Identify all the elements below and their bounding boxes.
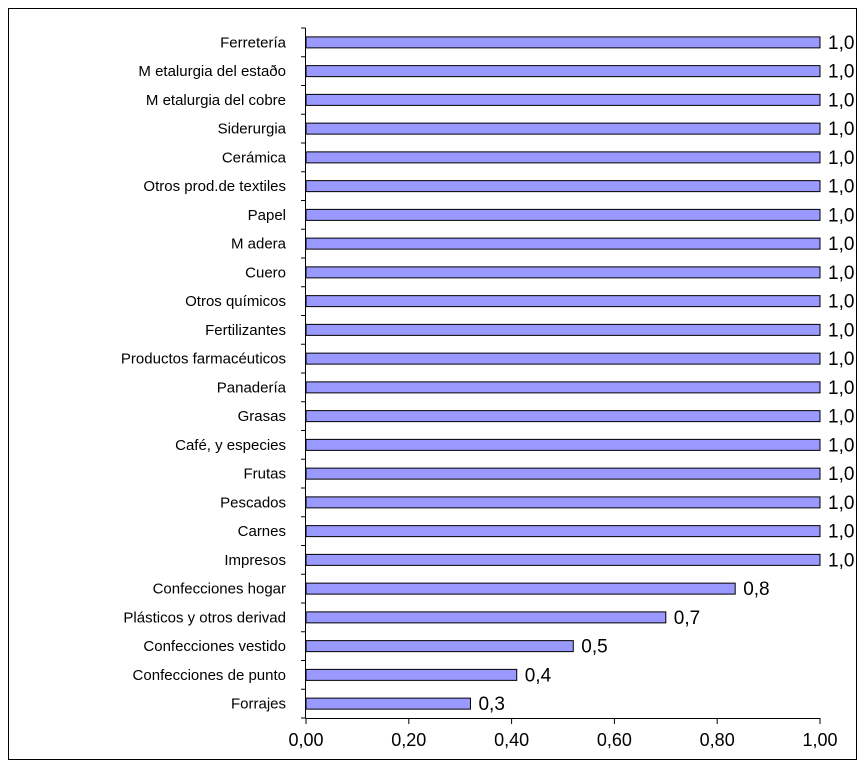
bar (305, 65, 821, 78)
x-tick-label: 0,80 (700, 730, 735, 750)
category-label: Forrajes (231, 696, 286, 713)
bar (305, 180, 821, 193)
value-labels: 1,0 1,0 1,0 1,0 1,0 1,0 1,0 1,0 1,0 1,0 1,0 1,0 1,0 1… (478, 33, 854, 715)
category-label: Otros químicos (185, 293, 286, 310)
bar (305, 122, 821, 135)
category-label: Carnes (238, 523, 286, 540)
bar (305, 640, 574, 653)
category-label: Papel (248, 207, 286, 224)
bar (305, 208, 821, 221)
bar (305, 93, 821, 106)
bar (305, 553, 821, 566)
data-label: 0,4 (525, 665, 552, 686)
data-label: 0,8 (743, 579, 769, 600)
data-label: 1,0 (828, 234, 854, 255)
category-label: Cuero (245, 264, 286, 281)
category-label: Pescados (220, 494, 286, 511)
category-label: Frutas (243, 466, 286, 483)
bar (305, 438, 821, 451)
data-label: 1,0 (828, 62, 854, 83)
x-tick-label: 0,40 (494, 730, 529, 750)
data-label: 1,0 (828, 90, 854, 111)
bar (305, 611, 667, 624)
category-label: Productos farmacéuticos (121, 351, 286, 368)
category-label: Café, y especies (175, 437, 286, 454)
bar (305, 582, 736, 595)
data-label: 1,0 (828, 33, 854, 54)
data-label: 1,0 (828, 550, 854, 571)
category-label: Grasas (238, 408, 286, 425)
category-label: Siderurgia (218, 121, 287, 138)
x-tick-label: 1,00 (802, 730, 837, 750)
data-label: 0,7 (674, 608, 700, 629)
category-label: M etalurgia del estaðo (138, 63, 286, 80)
category-label: Confecciones de punto (133, 667, 286, 684)
category-label: Panadería (217, 379, 287, 396)
bar (305, 525, 821, 538)
category-label: Ferretería (220, 34, 287, 51)
category-label: Fertilizantes (205, 322, 286, 339)
bars-layer (305, 36, 821, 710)
data-label: 0,5 (581, 637, 607, 658)
bar (305, 410, 821, 423)
bar (305, 668, 518, 681)
category-label: Confecciones vestido (143, 638, 286, 655)
data-label: 1,0 (828, 522, 854, 543)
bar (305, 352, 821, 365)
data-label: 1,0 (828, 292, 854, 313)
category-label: M etalurgia del cobre (146, 92, 286, 109)
category-labels: Ferretería M etalurgia del estaðo M etalur… (121, 34, 287, 712)
x-tick-label: 0,60 (597, 730, 632, 750)
data-label: 1,0 (828, 493, 854, 514)
category-label: Cerámica (222, 149, 287, 166)
data-label: 1,0 (828, 205, 854, 226)
bar (305, 36, 821, 49)
bar (305, 467, 821, 480)
data-label: 1,0 (828, 148, 854, 169)
category-label: Impresos (224, 552, 286, 569)
bar (305, 381, 821, 394)
bar (305, 697, 471, 710)
data-label: 1,0 (828, 177, 854, 198)
bar (305, 237, 821, 250)
bar (305, 295, 821, 308)
data-label: 1,0 (828, 378, 854, 399)
data-label: 1,0 (828, 320, 854, 341)
x-tick-label: 0,00 (288, 730, 323, 750)
category-label: Plásticos y otros derivad (123, 609, 286, 626)
data-label: 1,0 (828, 119, 854, 140)
bar (305, 496, 821, 509)
data-label: 1,0 (828, 407, 854, 428)
data-label: 1,0 (828, 263, 854, 284)
category-label: Otros prod.de textiles (143, 178, 286, 195)
category-label: Confecciones hogar (153, 581, 286, 598)
data-label: 0,3 (478, 694, 504, 715)
bar (305, 151, 821, 164)
data-label: 1,0 (828, 464, 854, 485)
data-label: 1,0 (828, 435, 854, 456)
x-axis: 0,00 0,20 0,40 0,60 0,80 1,00 (288, 27, 838, 750)
category-label: M adera (231, 236, 287, 253)
bar (305, 266, 821, 279)
bar (305, 323, 821, 336)
x-tick-label: 0,20 (391, 730, 426, 750)
data-label: 1,0 (828, 349, 854, 370)
